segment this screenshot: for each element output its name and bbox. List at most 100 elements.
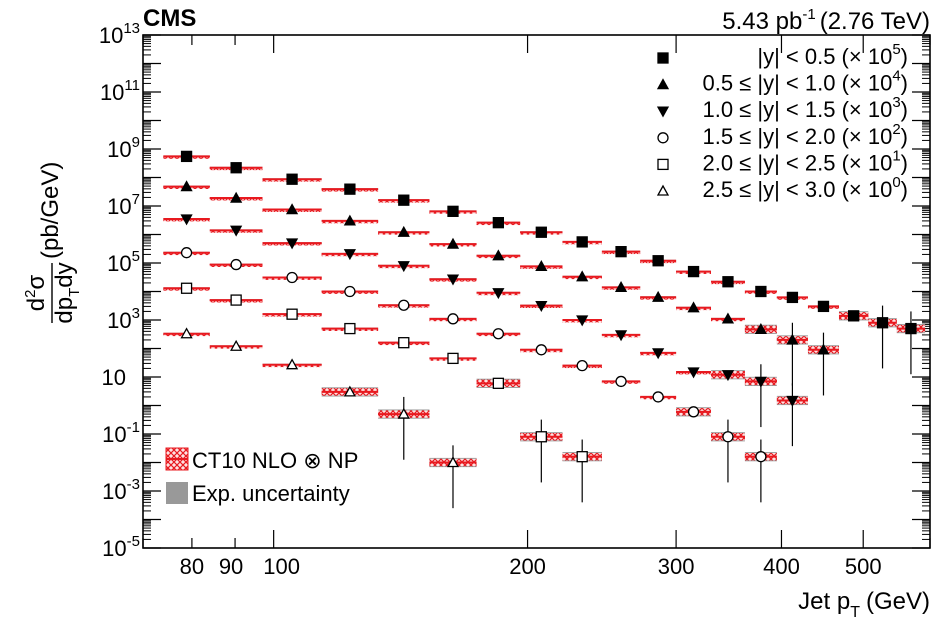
y-tick-label: 1013 [99, 20, 140, 48]
y-axis-title: d2σ dpTdy (pb/GeV) [22, 162, 83, 324]
uncertainty-bands [163, 155, 926, 468]
experimental-legend-label: Exp. uncertainty [192, 481, 350, 506]
data-point [652, 290, 665, 302]
data-point [230, 339, 243, 351]
legend: |y| < 0.5 (× 105)0.5 ≤ |y| < 1.0 (× 104)… [702, 41, 908, 202]
experimental-swatch [166, 482, 188, 504]
data-point [286, 271, 298, 284]
data-point [180, 180, 193, 192]
data-point [285, 238, 299, 250]
data-point [492, 288, 505, 300]
data-point [687, 406, 700, 418]
data-point [230, 225, 243, 237]
data-point [535, 300, 548, 312]
y-tick-label: 109 [107, 134, 140, 162]
energy-value: (2.76 TeV) [820, 8, 930, 35]
data-point [615, 375, 627, 388]
data-point [180, 282, 193, 294]
data-point [230, 191, 243, 203]
data-point [722, 276, 734, 288]
data-point [447, 352, 459, 365]
data-point [230, 294, 242, 306]
legend-marker [656, 106, 670, 118]
data-point [615, 246, 627, 258]
x-tick-label: 100 [263, 554, 300, 579]
data-point [398, 337, 410, 349]
data-point [652, 348, 665, 360]
data-point [576, 451, 588, 463]
data-point [446, 456, 460, 468]
data-point [398, 194, 410, 206]
data-point [905, 322, 917, 335]
data-point [687, 367, 700, 379]
data-point [180, 247, 193, 259]
x-tick-label: 200 [509, 554, 546, 579]
y-title-numerator: d2σ [22, 275, 50, 312]
x-tick-label: 80 [180, 554, 204, 579]
data-point [721, 370, 735, 382]
data-point [286, 308, 298, 320]
legend-label: 0.5 ≤ |y| < 1.0 (× 104) [702, 68, 908, 96]
data-point [847, 310, 860, 322]
data-point [687, 301, 700, 313]
legend-label: 1.0 ≤ |y| < 1.5 (× 103) [702, 94, 908, 122]
data-point [343, 385, 356, 397]
legend-bands: CT10 NLO ⊗ NP Exp. uncertainty [165, 447, 358, 506]
data-point [447, 205, 459, 217]
data-point [343, 249, 356, 261]
data-point [754, 376, 767, 388]
data-point [721, 312, 735, 324]
data-point [285, 203, 299, 215]
data-point [576, 270, 589, 282]
data-point [397, 407, 410, 419]
data-point [652, 255, 664, 267]
y-tick-label: 103 [107, 305, 140, 333]
data-point [446, 237, 460, 249]
legend-marker [657, 158, 669, 171]
data-point [754, 323, 767, 334]
data-point [535, 344, 547, 356]
data-point [614, 330, 628, 342]
data-point [344, 183, 356, 195]
data-point [230, 258, 242, 271]
y-tick-labels: 1013 1011 109 107 105 103 10 10-1 10-3 10-5 [99, 20, 140, 561]
x-tick-label: 500 [845, 554, 882, 579]
legend-label: 1.5 ≤ |y| < 2.0 (× 102) [702, 121, 908, 149]
legend-label: |y| < 0.5 (× 105) [757, 41, 908, 69]
data-point [398, 299, 410, 311]
lumi-exponent: -1 [802, 6, 815, 23]
data-point [446, 274, 460, 286]
data-point [397, 225, 410, 237]
y-title-unit: (pb/GeV) [37, 162, 64, 259]
y-title-denominator: dpTdy [51, 262, 83, 323]
lumi-value: 5.43 pb [722, 8, 802, 35]
data-point [344, 285, 356, 298]
data-point [535, 260, 548, 272]
x-tick-label: 90 [219, 554, 243, 579]
y-tick-label: 107 [107, 191, 140, 219]
data-point [576, 236, 588, 248]
x-tick-labels: 80 90 100 200 300 400 500 [180, 554, 882, 579]
data-point [492, 249, 505, 261]
data-point [755, 451, 767, 463]
data-point [786, 333, 799, 345]
theory-legend-label: CT10 NLO ⊗ NP [192, 448, 358, 473]
y-tick-label: 105 [107, 248, 140, 276]
y-tick-label: 10-5 [102, 533, 140, 561]
data-point [614, 280, 628, 292]
data-point [786, 395, 799, 407]
data-point [817, 343, 830, 355]
data-point [447, 313, 459, 325]
data-point [492, 377, 505, 389]
data-point [180, 214, 193, 226]
data-point [576, 360, 588, 372]
data-point [344, 322, 356, 335]
y-tick-label: 1011 [100, 77, 140, 105]
data-point [755, 285, 767, 298]
data-points [180, 52, 917, 509]
data-point [876, 317, 889, 329]
data-point [652, 391, 664, 403]
experiment-label: CMS [143, 5, 196, 32]
legend-marker [656, 78, 670, 90]
